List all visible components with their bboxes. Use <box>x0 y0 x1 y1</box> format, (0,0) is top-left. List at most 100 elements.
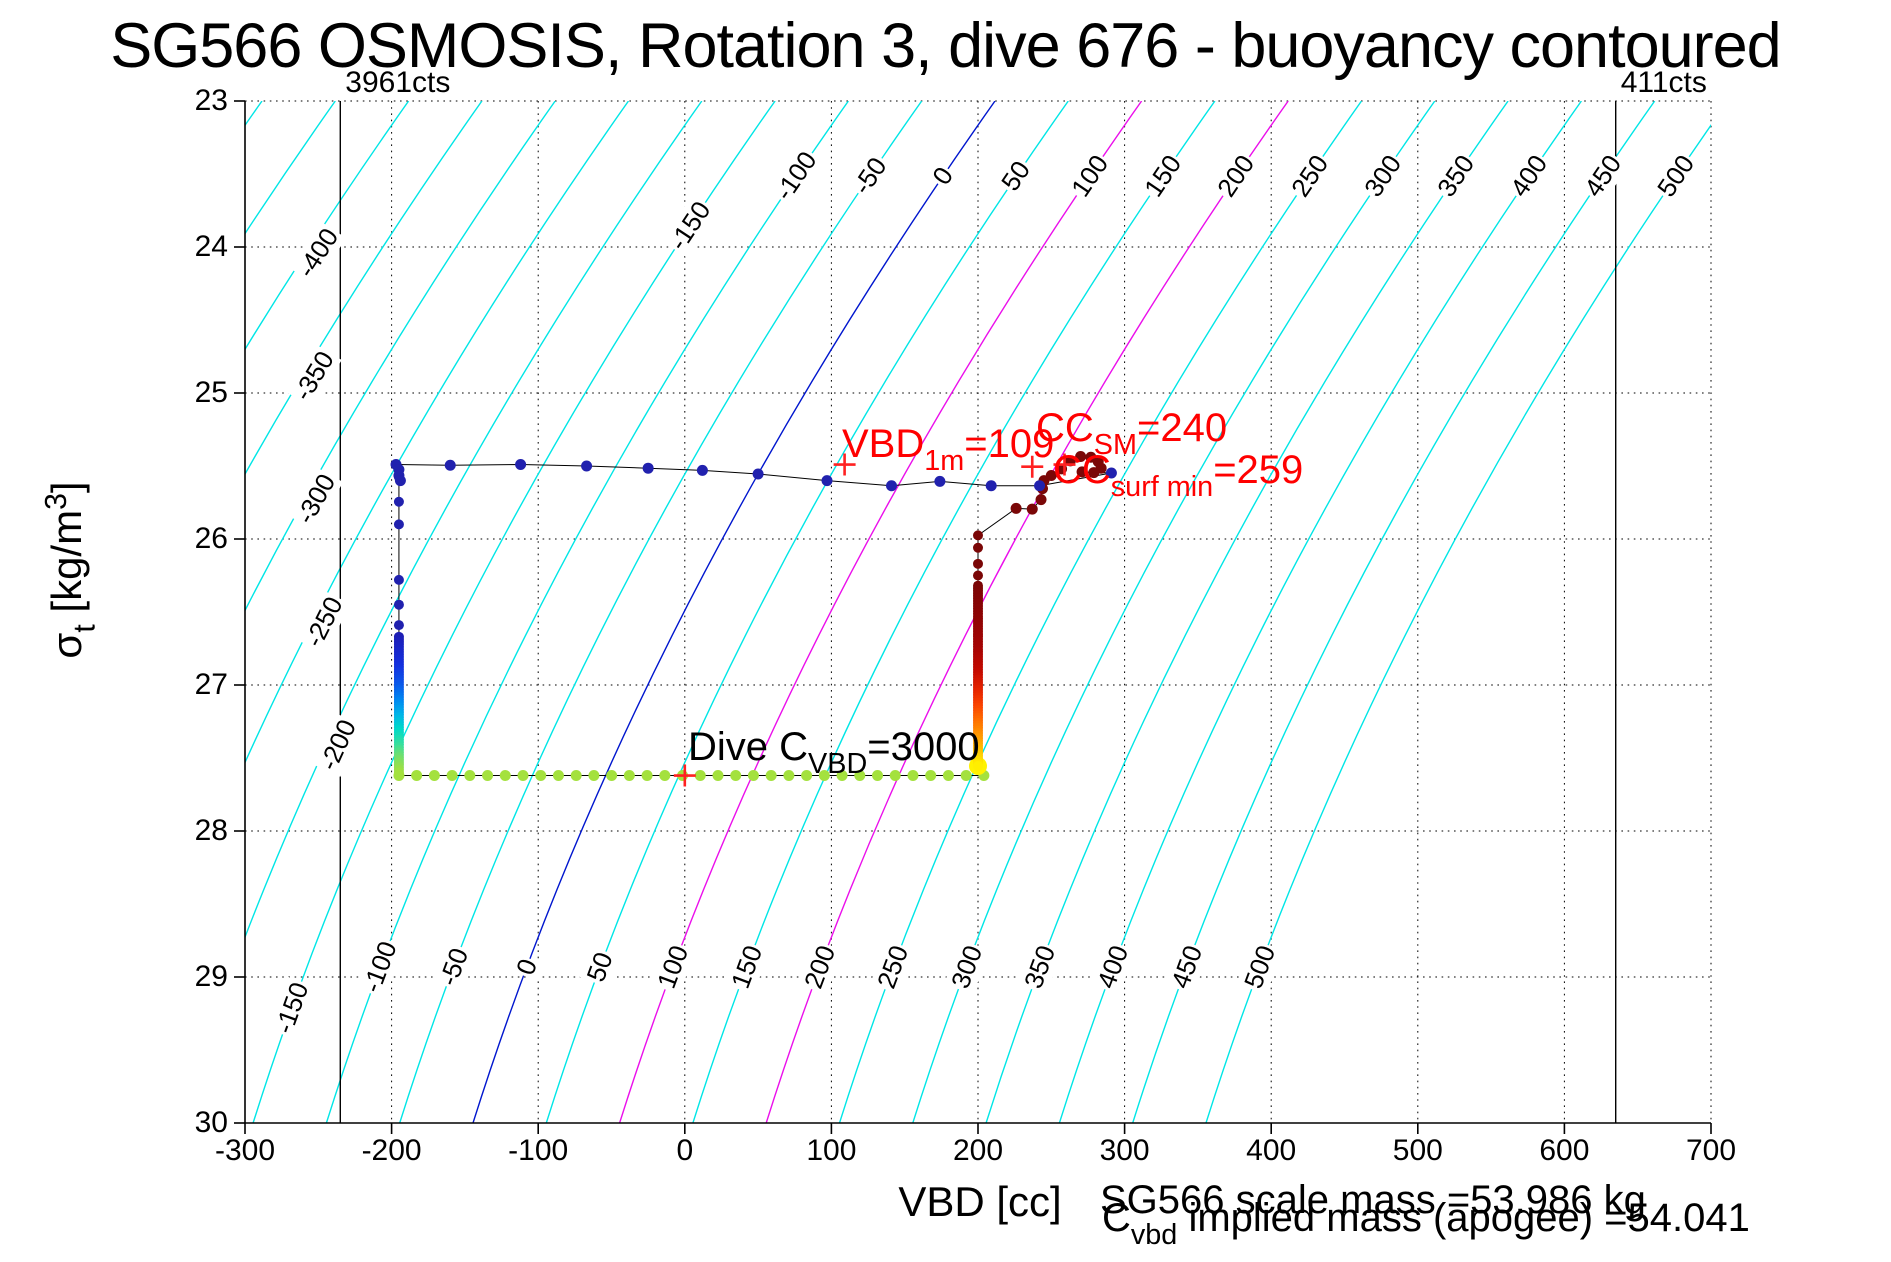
y-tick-label: 25 <box>194 376 228 409</box>
data-dot <box>854 770 866 782</box>
data-dot <box>535 770 547 782</box>
annotation-cc-surf-min-pre: CC <box>1053 448 1111 492</box>
annotation-cc-surf-min-post: =259 <box>1213 448 1304 492</box>
data-dot <box>659 770 671 782</box>
data-dot <box>411 770 423 782</box>
x-tick-label: 200 <box>952 1134 1004 1167</box>
data-dot <box>393 574 404 585</box>
data-dot <box>752 468 764 480</box>
x-tick-label: 600 <box>1539 1134 1590 1167</box>
data-dot <box>641 770 653 782</box>
x-tick-label: 100 <box>806 1134 857 1167</box>
vbd-counts-label-right: 411cts <box>1620 66 1707 99</box>
annotation-vbd-1m-post: =109 <box>964 422 1055 466</box>
contour-line <box>245 101 703 940</box>
data-dot <box>393 496 404 507</box>
y-tick-label: 30 <box>194 1106 228 1139</box>
data-dot <box>934 475 946 487</box>
data-dot <box>694 770 706 782</box>
data-dot <box>464 770 476 782</box>
data-dot <box>730 770 742 782</box>
y-axis-label-sigma: σ <box>43 632 91 659</box>
data-dot <box>747 770 759 782</box>
data-dot <box>712 770 724 782</box>
y-tick-label: 23 <box>194 84 228 117</box>
trace-dots <box>390 451 1117 782</box>
data-dot <box>428 770 440 782</box>
data-dot <box>696 464 708 476</box>
data-dot <box>1026 503 1038 515</box>
data-dot <box>1105 467 1117 479</box>
chart-title: SG566 OSMOSIS, Rotation 3, dive 676 - bu… <box>110 11 1781 81</box>
y-axis-label: σt [kg/m3] <box>40 420 103 720</box>
contour-line <box>1058 101 1582 1123</box>
data-dot <box>642 462 654 474</box>
data-dot <box>872 770 884 782</box>
data-dot <box>444 459 456 471</box>
data-dot <box>446 770 458 782</box>
data-dot <box>1035 494 1047 506</box>
data-dot <box>1034 480 1046 492</box>
plus-marker <box>1021 455 1044 478</box>
y-axis-label-sub: t <box>68 624 102 633</box>
data-dot <box>1075 451 1087 463</box>
y-axis-label-end: ] <box>43 481 91 494</box>
data-dot <box>886 480 898 492</box>
data-dot <box>973 761 983 772</box>
annotation-cc-surf-min-sub: surf min <box>1110 470 1214 503</box>
data-dot <box>482 770 494 782</box>
contour-line <box>252 101 776 1123</box>
annotation-implied-mass: Cvbd implied mass (apogee) =54.041 <box>1102 1198 1750 1250</box>
annotation-cc-sm-pre: CC <box>1036 406 1094 450</box>
annotation-vbd-1m: VBD1m=109 <box>842 424 1054 476</box>
y-tick-label: 26 <box>194 522 228 555</box>
contour-line <box>245 101 556 613</box>
plus-markers <box>673 453 1076 787</box>
data-dot <box>394 475 406 487</box>
data-dot <box>623 770 635 782</box>
annotation-implied-mass-sub: vbd <box>1130 1218 1178 1251</box>
data-dot <box>942 770 954 782</box>
y-axis-label-mid: [kg/m <box>43 509 91 625</box>
data-dot <box>960 770 972 782</box>
x-tick-label: 400 <box>1246 1134 1297 1167</box>
x-tick-label: 500 <box>1392 1134 1443 1167</box>
y-tick-label: 28 <box>194 814 228 847</box>
annotation-vbd-1m-pre: VBD <box>842 422 925 466</box>
x-tick-label: 700 <box>1685 1134 1737 1167</box>
data-dot <box>973 558 983 569</box>
annotation-dive-cvbd: Dive CVBD=3000 <box>688 727 980 779</box>
data-dot <box>393 620 404 631</box>
data-dot <box>1045 469 1057 481</box>
data-dot <box>985 480 997 492</box>
data-dot <box>801 770 813 782</box>
contour-line <box>1132 101 1656 1123</box>
annotation-dive-cvbd-sub: VBD <box>808 747 868 780</box>
y-tick-label: 27 <box>194 668 228 701</box>
annotation-dive-cvbd-post: =3000 <box>867 725 980 769</box>
annotation-dive-cvbd-pre: Dive C <box>688 725 809 769</box>
data-dot <box>889 770 901 782</box>
annotation-cc-sm-post: =240 <box>1136 406 1228 450</box>
data-dot <box>570 770 582 782</box>
data-dot <box>907 770 919 782</box>
y-tick-label: 29 <box>194 960 228 993</box>
data-dot <box>765 770 777 782</box>
axes <box>234 100 1712 1134</box>
data-dot <box>973 570 983 581</box>
data-dot <box>552 770 564 782</box>
contour-line <box>1205 124 1711 1123</box>
y-axis-label-sup: 3 <box>40 493 73 510</box>
x-axis-label: VBD [cc] <box>898 1178 1062 1225</box>
annotation-implied-mass-post: implied mass (apogee) =54.041 <box>1177 1196 1750 1240</box>
contour-line <box>245 101 483 476</box>
data-dot <box>606 770 618 782</box>
data-dot <box>1010 502 1022 514</box>
data-dot <box>393 770 405 782</box>
data-dot <box>588 770 600 782</box>
annotation-vbd-1m-sub: 1m <box>924 444 965 477</box>
data-dot <box>836 770 848 782</box>
data-dot <box>581 460 593 472</box>
plus-marker <box>1053 453 1076 476</box>
